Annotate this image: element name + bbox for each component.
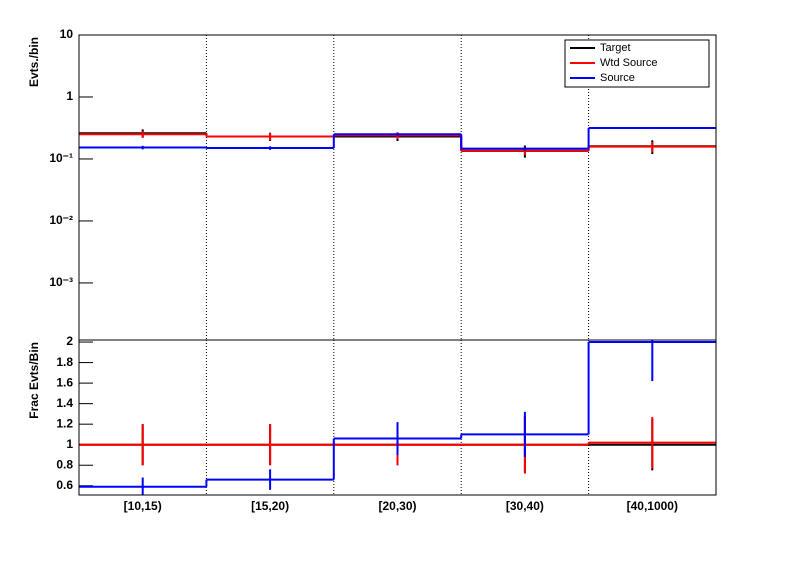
x-tick-label: [10,15) (124, 499, 162, 513)
y-tick-label: 1 (66, 437, 73, 451)
legend-label: Target (600, 42, 631, 54)
y-axis-label: Evts./bin (27, 37, 41, 87)
y-tick-label: 10⁻³ (49, 275, 73, 289)
y-tick-label: 10⁻² (49, 213, 73, 227)
y-tick-label: 1.6 (56, 375, 73, 389)
x-tick-label: [20,30) (378, 499, 416, 513)
y-axis-label: Frac Evts/Bin (27, 342, 41, 419)
y-tick-label: 10⁻¹ (49, 151, 73, 165)
y-tick-label: 1 (66, 89, 73, 103)
y-tick-label: 1.2 (56, 416, 73, 430)
y-tick-label: 1.4 (56, 396, 73, 410)
y-tick-label: 0.6 (56, 478, 73, 492)
legend-label: Wtd Source (600, 57, 657, 69)
x-tick-label: [30,40) (506, 499, 544, 513)
frame (78, 339, 717, 496)
y-tick-label: 10 (60, 27, 74, 41)
y-tick-label: 0.8 (56, 457, 73, 471)
x-tick-label: [15,20) (251, 499, 289, 513)
legend-label: Source (600, 72, 635, 84)
x-tick-label: [40,1000) (627, 499, 678, 513)
y-tick-label: 1.8 (56, 355, 73, 369)
y-tick-label: 2 (66, 334, 73, 348)
